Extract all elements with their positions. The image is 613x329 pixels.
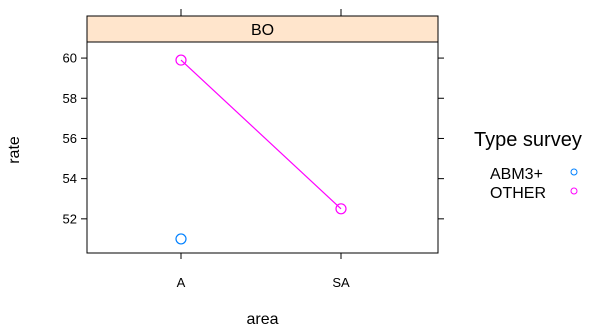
legend-title: Type survey [474, 129, 582, 151]
y-tick-label: 56 [63, 131, 77, 146]
y-tick-label: 52 [63, 211, 77, 226]
data-point [175, 54, 187, 66]
series-layer [175, 54, 347, 245]
x-axis-title: area [246, 311, 278, 328]
legend-label: ABM3+ [490, 166, 543, 183]
data-point [175, 233, 187, 245]
y-tick-label: 54 [63, 171, 77, 186]
panel-strip [86, 15, 439, 43]
x-tick-label: A [177, 275, 186, 290]
x-tick-label: SA [332, 275, 350, 290]
y-axis-title: rate [6, 136, 23, 164]
x-axis: A SA [177, 9, 350, 290]
y-axis: 52 54 56 58 60 [63, 51, 444, 226]
legend-label: OTHER [490, 185, 546, 202]
plot-panel [86, 41, 439, 254]
panel-strip-label: BO [251, 22, 274, 39]
legend: ABM3+ OTHER [490, 166, 578, 202]
data-point [335, 203, 347, 215]
legend-marker [570, 187, 578, 195]
legend-marker [570, 168, 578, 176]
y-tick-label: 58 [63, 91, 77, 106]
series-line [180, 59, 342, 210]
y-tick-label: 60 [63, 51, 77, 66]
